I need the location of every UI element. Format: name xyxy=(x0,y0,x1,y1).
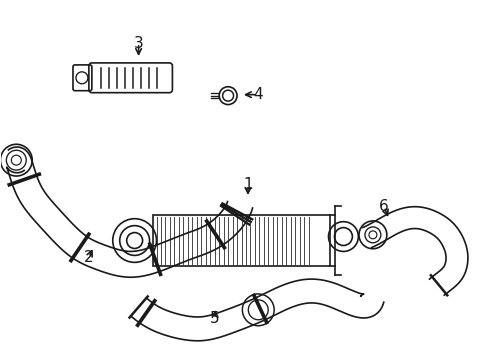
Text: 6: 6 xyxy=(379,199,388,214)
Text: 1: 1 xyxy=(243,177,252,193)
Text: 5: 5 xyxy=(210,311,220,327)
Text: 3: 3 xyxy=(133,36,143,50)
Text: 4: 4 xyxy=(253,87,262,102)
Bar xyxy=(152,215,329,266)
Text: 2: 2 xyxy=(84,250,94,265)
